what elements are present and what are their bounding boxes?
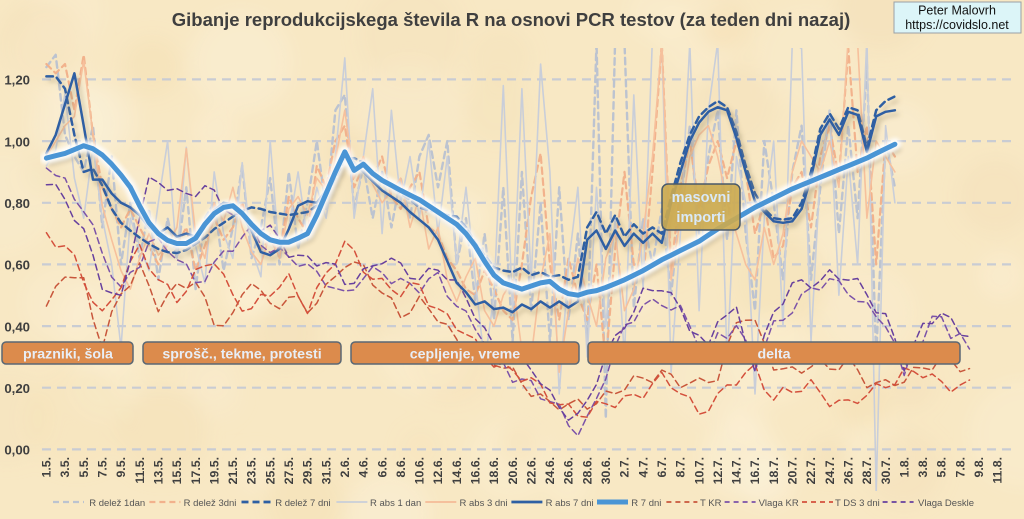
svg-text:28.7.: 28.7. — [860, 457, 874, 484]
svg-text:T DS 3 dni: T DS 3 dni — [835, 498, 880, 509]
svg-text:0,00: 0,00 — [4, 443, 30, 458]
svg-text:14.6.: 14.6. — [450, 457, 464, 484]
svg-text:26.7.: 26.7. — [842, 457, 856, 484]
svg-text:19.5.: 19.5. — [207, 457, 221, 484]
svg-text:importi: importi — [676, 210, 725, 226]
svg-text:25.5.: 25.5. — [263, 457, 277, 484]
svg-text:1.5.: 1.5. — [40, 457, 54, 478]
svg-text:9.8.: 9.8. — [972, 457, 986, 478]
svg-text:https://covidslo.net: https://covidslo.net — [905, 18, 1009, 32]
svg-text:17.5.: 17.5. — [189, 457, 203, 484]
svg-text:23.5.: 23.5. — [245, 457, 259, 484]
svg-text:30.6.: 30.6. — [599, 457, 613, 484]
svg-text:6.6.: 6.6. — [375, 457, 389, 478]
svg-text:1,00: 1,00 — [4, 134, 30, 149]
svg-text:prazniki, šola: prazniki, šola — [23, 347, 113, 363]
svg-text:29.5.: 29.5. — [301, 457, 315, 484]
svg-text:0,80: 0,80 — [4, 196, 30, 211]
svg-text:delta: delta — [757, 347, 790, 363]
svg-text:28.6.: 28.6. — [580, 457, 594, 484]
svg-text:10.6.: 10.6. — [413, 457, 427, 484]
svg-text:2.6.: 2.6. — [338, 457, 352, 478]
svg-text:5.5.: 5.5. — [77, 457, 91, 478]
svg-text:6.7.: 6.7. — [655, 457, 669, 478]
svg-text:20.6.: 20.6. — [506, 457, 520, 484]
svg-text:R abs 7 dni: R abs 7 dni — [546, 498, 594, 509]
svg-text:5.8.: 5.8. — [935, 457, 949, 478]
svg-text:31.5.: 31.5. — [319, 457, 333, 484]
svg-text:18.7.: 18.7. — [767, 457, 781, 484]
svg-text:R abs 3 dni: R abs 3 dni — [460, 498, 508, 509]
svg-text:20.7.: 20.7. — [786, 457, 800, 484]
svg-text:2.7.: 2.7. — [618, 457, 632, 478]
svg-text:masovni: masovni — [672, 190, 731, 206]
svg-text:Vlaga KR: Vlaga KR — [759, 498, 799, 509]
svg-text:12.6.: 12.6. — [431, 457, 445, 484]
svg-text:R delež 3dni: R delež 3dni — [184, 498, 237, 509]
svg-text:R abs 1 dan: R abs 1 dan — [370, 498, 421, 509]
svg-text:24.6.: 24.6. — [543, 457, 557, 484]
svg-text:0,20: 0,20 — [4, 381, 30, 396]
svg-text:12.7.: 12.7. — [711, 457, 725, 484]
svg-text:18.6.: 18.6. — [487, 457, 501, 484]
svg-text:R delež 1dan: R delež 1dan — [89, 498, 145, 509]
svg-text:Vlaga Deskle: Vlaga Deskle — [918, 498, 974, 509]
svg-text:9.5.: 9.5. — [114, 457, 128, 478]
svg-text:15.5.: 15.5. — [170, 457, 184, 484]
svg-text:11.8.: 11.8. — [991, 457, 1005, 484]
svg-text:22.6.: 22.6. — [524, 457, 538, 484]
svg-text:R 7 dni: R 7 dni — [631, 498, 661, 509]
svg-text:22.7.: 22.7. — [804, 457, 818, 484]
svg-text:4.7.: 4.7. — [636, 457, 650, 478]
svg-text:0,60: 0,60 — [4, 258, 30, 273]
svg-text:24.7.: 24.7. — [823, 457, 837, 484]
svg-text:16.7.: 16.7. — [748, 457, 762, 484]
svg-text:16.6.: 16.6. — [469, 457, 483, 484]
svg-text:4.6.: 4.6. — [357, 457, 371, 478]
svg-text:7.5.: 7.5. — [96, 457, 110, 478]
svg-text:14.7.: 14.7. — [730, 457, 744, 484]
svg-text:13.5.: 13.5. — [152, 457, 166, 484]
svg-text:T KR: T KR — [700, 498, 722, 509]
svg-text:0,40: 0,40 — [4, 319, 30, 334]
svg-text:11.5.: 11.5. — [133, 457, 147, 484]
svg-text:Gibanje reprodukcijskega števi: Gibanje reprodukcijskega števila R na os… — [172, 9, 851, 30]
svg-text:7.8.: 7.8. — [953, 457, 967, 478]
svg-text:1.8.: 1.8. — [897, 457, 911, 478]
svg-text:8.7.: 8.7. — [674, 457, 688, 478]
svg-text:21.5.: 21.5. — [226, 457, 240, 484]
svg-text:sprošč., tekme, protesti: sprošč., tekme, protesti — [162, 347, 321, 363]
svg-text:3.5.: 3.5. — [58, 457, 72, 478]
svg-text:8.6.: 8.6. — [394, 457, 408, 478]
svg-text:3.8.: 3.8. — [916, 457, 930, 478]
svg-text:1,20: 1,20 — [4, 73, 30, 88]
svg-text:26.6.: 26.6. — [562, 457, 576, 484]
svg-text:Peter Malovrh: Peter Malovrh — [918, 4, 996, 18]
svg-text:30.7.: 30.7. — [879, 457, 893, 484]
svg-text:R delež 7 dni: R delež 7 dni — [275, 498, 330, 509]
svg-text:cepljenje, vreme: cepljenje, vreme — [410, 347, 521, 363]
svg-text:27.5.: 27.5. — [282, 457, 296, 484]
svg-text:10.7.: 10.7. — [692, 457, 706, 484]
